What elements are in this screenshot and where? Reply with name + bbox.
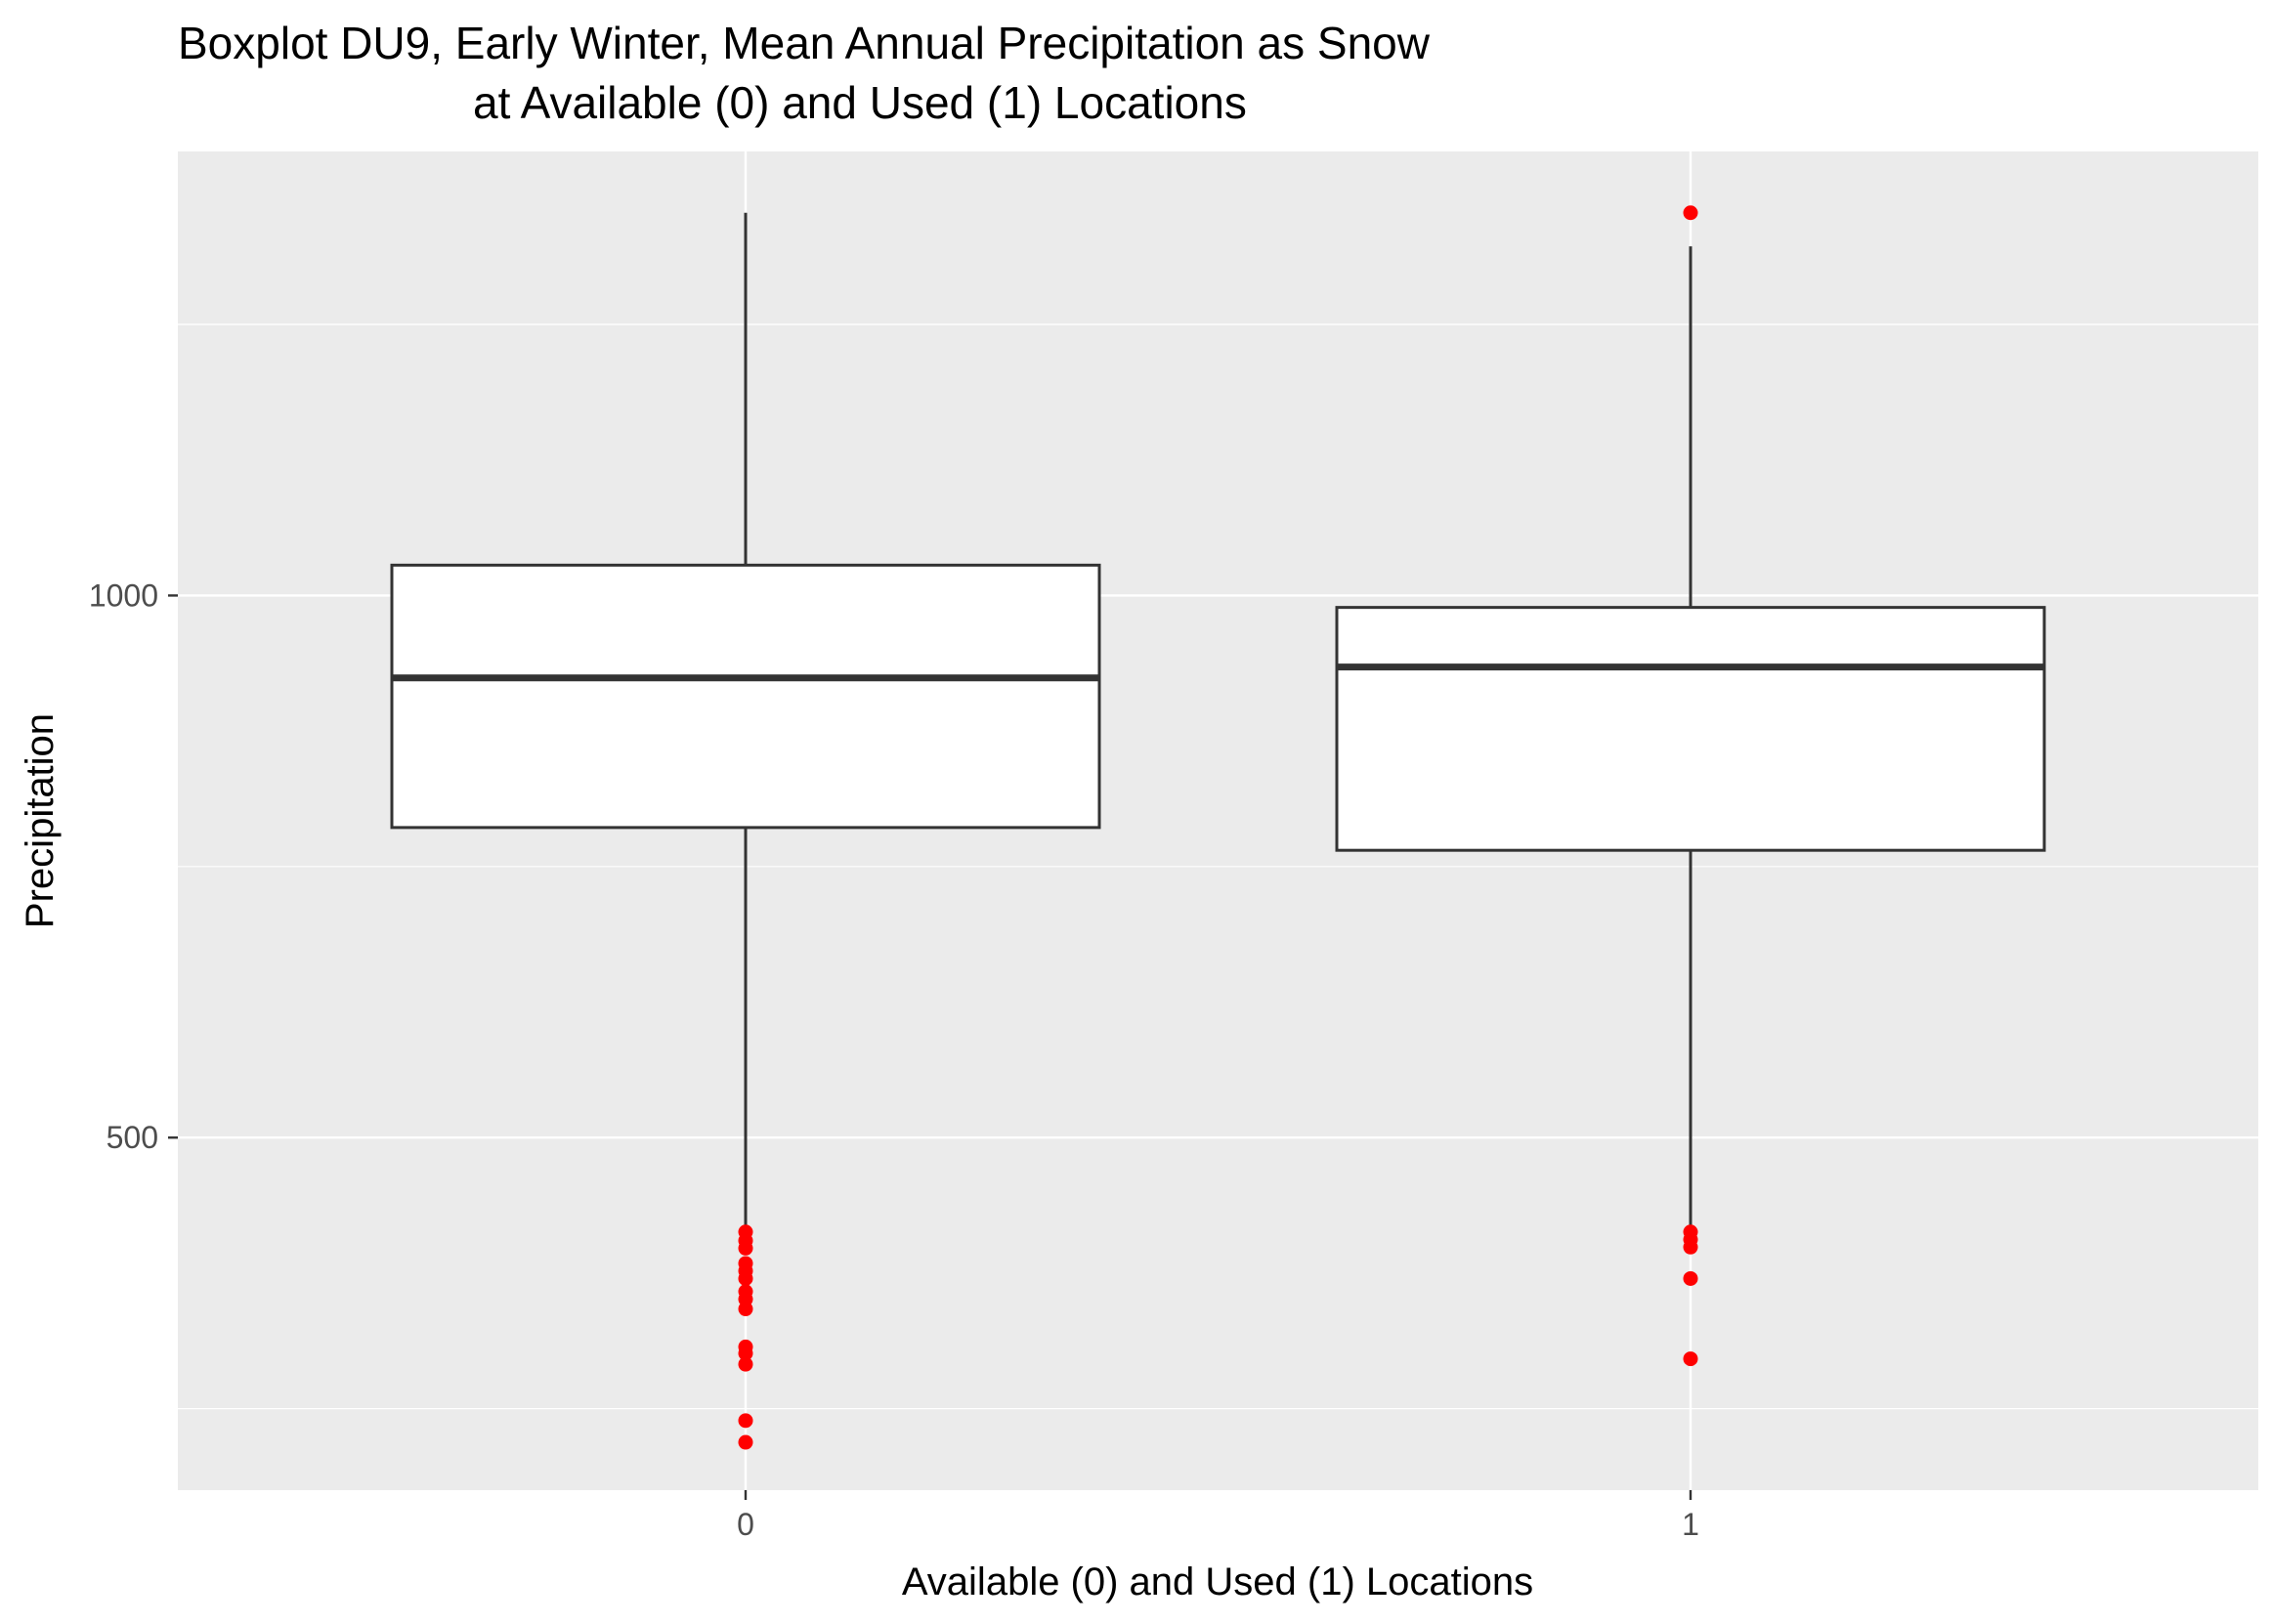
- y-tick-label: 500: [107, 1120, 158, 1155]
- y-tick-label: 1000: [89, 577, 158, 613]
- outlier-point: [738, 1413, 753, 1429]
- chart-title-line-2: at Available (0) and Used (1) Locations: [473, 77, 1247, 128]
- outlier-point: [738, 1270, 753, 1286]
- y-axis: 500 1000: [89, 577, 178, 1155]
- y-axis-title: Precipitation: [19, 713, 62, 928]
- minor-gridlines: [178, 323, 2258, 1410]
- x-tick-label: 0: [737, 1507, 754, 1542]
- outlier-point: [738, 1240, 753, 1256]
- outlier-point: [1683, 1351, 1698, 1367]
- box-group-1: [1335, 205, 2046, 1367]
- chart-title-line-1: Boxplot DU9, Early Winter, Mean Annual P…: [178, 18, 1431, 68]
- boxes-layer: [390, 205, 2046, 1450]
- outlier-point: [738, 1302, 753, 1317]
- outlier-point: [738, 1434, 753, 1450]
- outlier-point: [1683, 205, 1698, 221]
- iqr-box: [1335, 606, 2046, 852]
- x-tick-label: 1: [1682, 1507, 1699, 1542]
- outlier-point: [1683, 1239, 1698, 1255]
- box-group-0: [390, 212, 1101, 1450]
- outlier-point: [738, 1356, 753, 1372]
- x-axis-title: Available (0) and Used (1) Locations: [902, 1560, 1533, 1603]
- outlier-point: [1683, 1270, 1698, 1286]
- iqr-box: [390, 563, 1101, 830]
- outlier-point: [738, 1346, 753, 1361]
